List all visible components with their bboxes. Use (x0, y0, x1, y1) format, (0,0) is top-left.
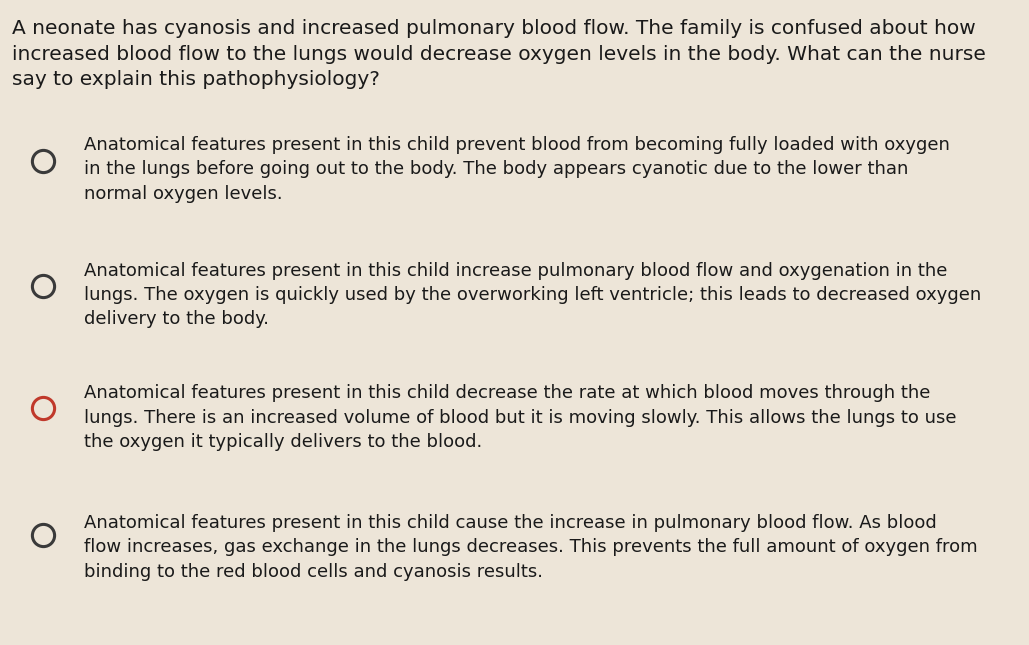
Text: Anatomical features present in this child decrease the rate at which blood moves: Anatomical features present in this chil… (84, 384, 957, 451)
Text: Anatomical features present in this child cause the increase in pulmonary blood : Anatomical features present in this chil… (84, 514, 978, 580)
Text: A neonate has cyanosis and increased pulmonary blood flow. The family is confuse: A neonate has cyanosis and increased pul… (12, 19, 986, 89)
Text: Anatomical features present in this child prevent blood from becoming fully load: Anatomical features present in this chil… (84, 136, 950, 203)
Text: Anatomical features present in this child increase pulmonary blood flow and oxyg: Anatomical features present in this chil… (84, 262, 982, 328)
